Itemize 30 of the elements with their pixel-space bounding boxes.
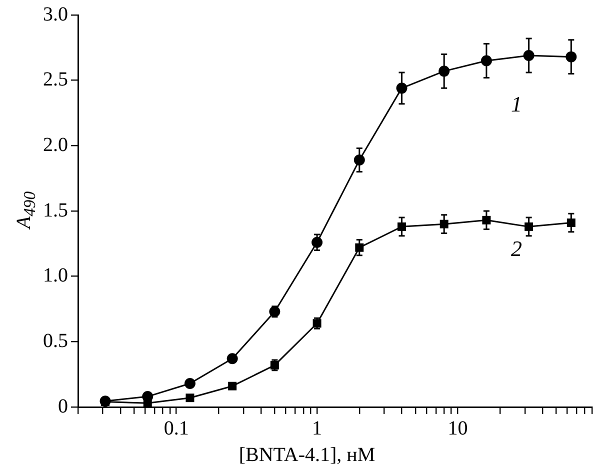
- point: [312, 236, 323, 248]
- x-axis-title: [BNTA-4.1], нМ: [238, 444, 376, 467]
- point: [480, 55, 492, 66]
- point: [482, 216, 491, 224]
- point: [355, 243, 364, 252]
- series-label: 2: [510, 236, 522, 261]
- point: [354, 154, 365, 166]
- y-tick-label: 1.0: [43, 264, 68, 287]
- y-tick-label: 0.5: [43, 330, 68, 352]
- series-label: 1: [510, 92, 522, 117]
- point: [523, 50, 534, 62]
- y-tick-label: 0: [58, 395, 68, 418]
- point: [398, 222, 406, 231]
- y-tick-label: 3.0: [43, 3, 68, 26]
- y-tick-label: 2.0: [43, 134, 68, 156]
- point: [186, 394, 194, 402]
- x-tick-label: 10: [448, 417, 468, 440]
- y-tick-label: 1.5: [43, 199, 68, 222]
- point: [438, 66, 450, 77]
- y-tick-label: 2.5: [43, 68, 68, 91]
- point: [184, 378, 196, 389]
- point: [226, 353, 238, 364]
- point: [524, 222, 534, 231]
- x-tick-label: 0.1: [164, 417, 189, 440]
- point: [396, 82, 408, 94]
- x-tick-label: 1: [312, 417, 322, 440]
- point: [566, 51, 577, 62]
- point: [566, 218, 576, 228]
- point: [228, 382, 237, 390]
- point: [440, 220, 448, 228]
